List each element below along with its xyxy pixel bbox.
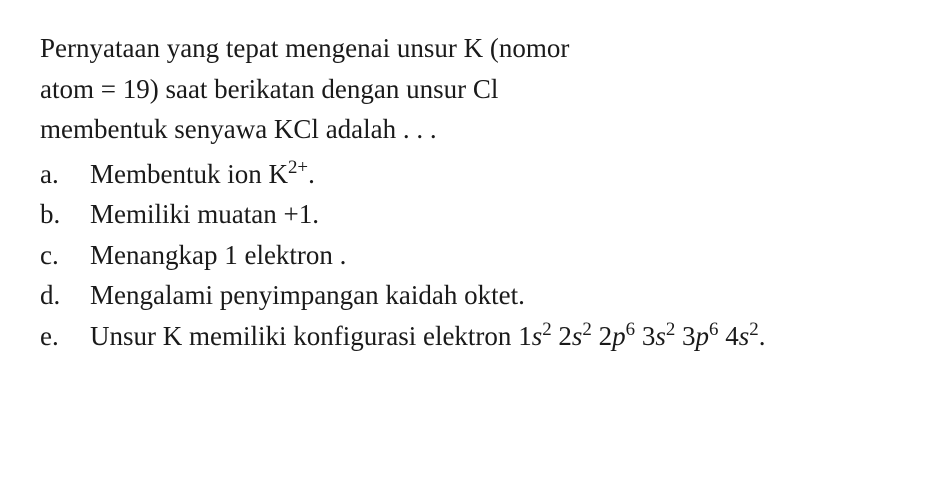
option-c-content: Menangkap 1 elektron . <box>90 235 886 276</box>
ec-t5: 3 <box>682 321 696 351</box>
ec-s1: 2 <box>542 319 551 340</box>
option-b-content: Memiliki muatan +1. <box>90 194 886 235</box>
ec-t1: 1 <box>518 321 532 351</box>
option-a-suffix: . <box>308 159 315 189</box>
ec-o4: s <box>655 321 666 351</box>
option-a-letter: a. <box>40 154 90 195</box>
question-line-2: atom = 19) saat berikatan dengan unsur C… <box>40 74 498 104</box>
option-b-letter: b. <box>40 194 90 235</box>
option-a-prefix: Membentuk ion K <box>90 159 288 189</box>
option-c-letter: c. <box>40 235 90 276</box>
options-list: a. Membentuk ion K2+. b. Memiliki muatan… <box>40 154 886 357</box>
ec-t4: 3 <box>642 321 656 351</box>
option-e: e. Unsur K memiliki konfigurasi elektron… <box>40 316 886 357</box>
option-e-content: Unsur K memiliki konfigurasi elektron 1s… <box>90 316 886 357</box>
ec-o1: s <box>532 321 543 351</box>
ec-o6: s <box>739 321 750 351</box>
question-line-1: Pernyataan yang tepat mengenai unsur K (… <box>40 33 569 63</box>
option-e-suffix: . <box>759 321 766 351</box>
option-a: a. Membentuk ion K2+. <box>40 154 886 195</box>
ec-s2: 2 <box>582 319 591 340</box>
ec-o2: s <box>572 321 583 351</box>
option-d: d. Mengalami penyimpangan kaidah oktet. <box>40 275 886 316</box>
option-d-letter: d. <box>40 275 90 316</box>
ec-o3: p <box>612 321 626 351</box>
option-c: c. Menangkap 1 elektron . <box>40 235 886 276</box>
option-a-content: Membentuk ion K2+. <box>90 154 886 195</box>
ec-s4: 2 <box>666 319 675 340</box>
ec-t6: 4 <box>725 321 739 351</box>
ec-o5: p <box>696 321 710 351</box>
ec-t3: 2 <box>599 321 613 351</box>
option-e-prefix: Unsur K memiliki konfigurasi elektron <box>90 321 518 351</box>
question-line-3: membentuk senyawa KCl adalah . . . <box>40 114 437 144</box>
ec-s6: 2 <box>749 319 758 340</box>
question-stem: Pernyataan yang tepat mengenai unsur K (… <box>40 28 886 150</box>
option-d-content: Mengalami penyimpangan kaidah oktet. <box>90 275 886 316</box>
option-e-letter: e. <box>40 316 90 357</box>
ec-s5: 6 <box>709 319 718 340</box>
option-a-sup: 2+ <box>288 157 308 178</box>
ec-s3: 6 <box>626 319 635 340</box>
option-b: b. Memiliki muatan +1. <box>40 194 886 235</box>
ec-t2: 2 <box>558 321 572 351</box>
